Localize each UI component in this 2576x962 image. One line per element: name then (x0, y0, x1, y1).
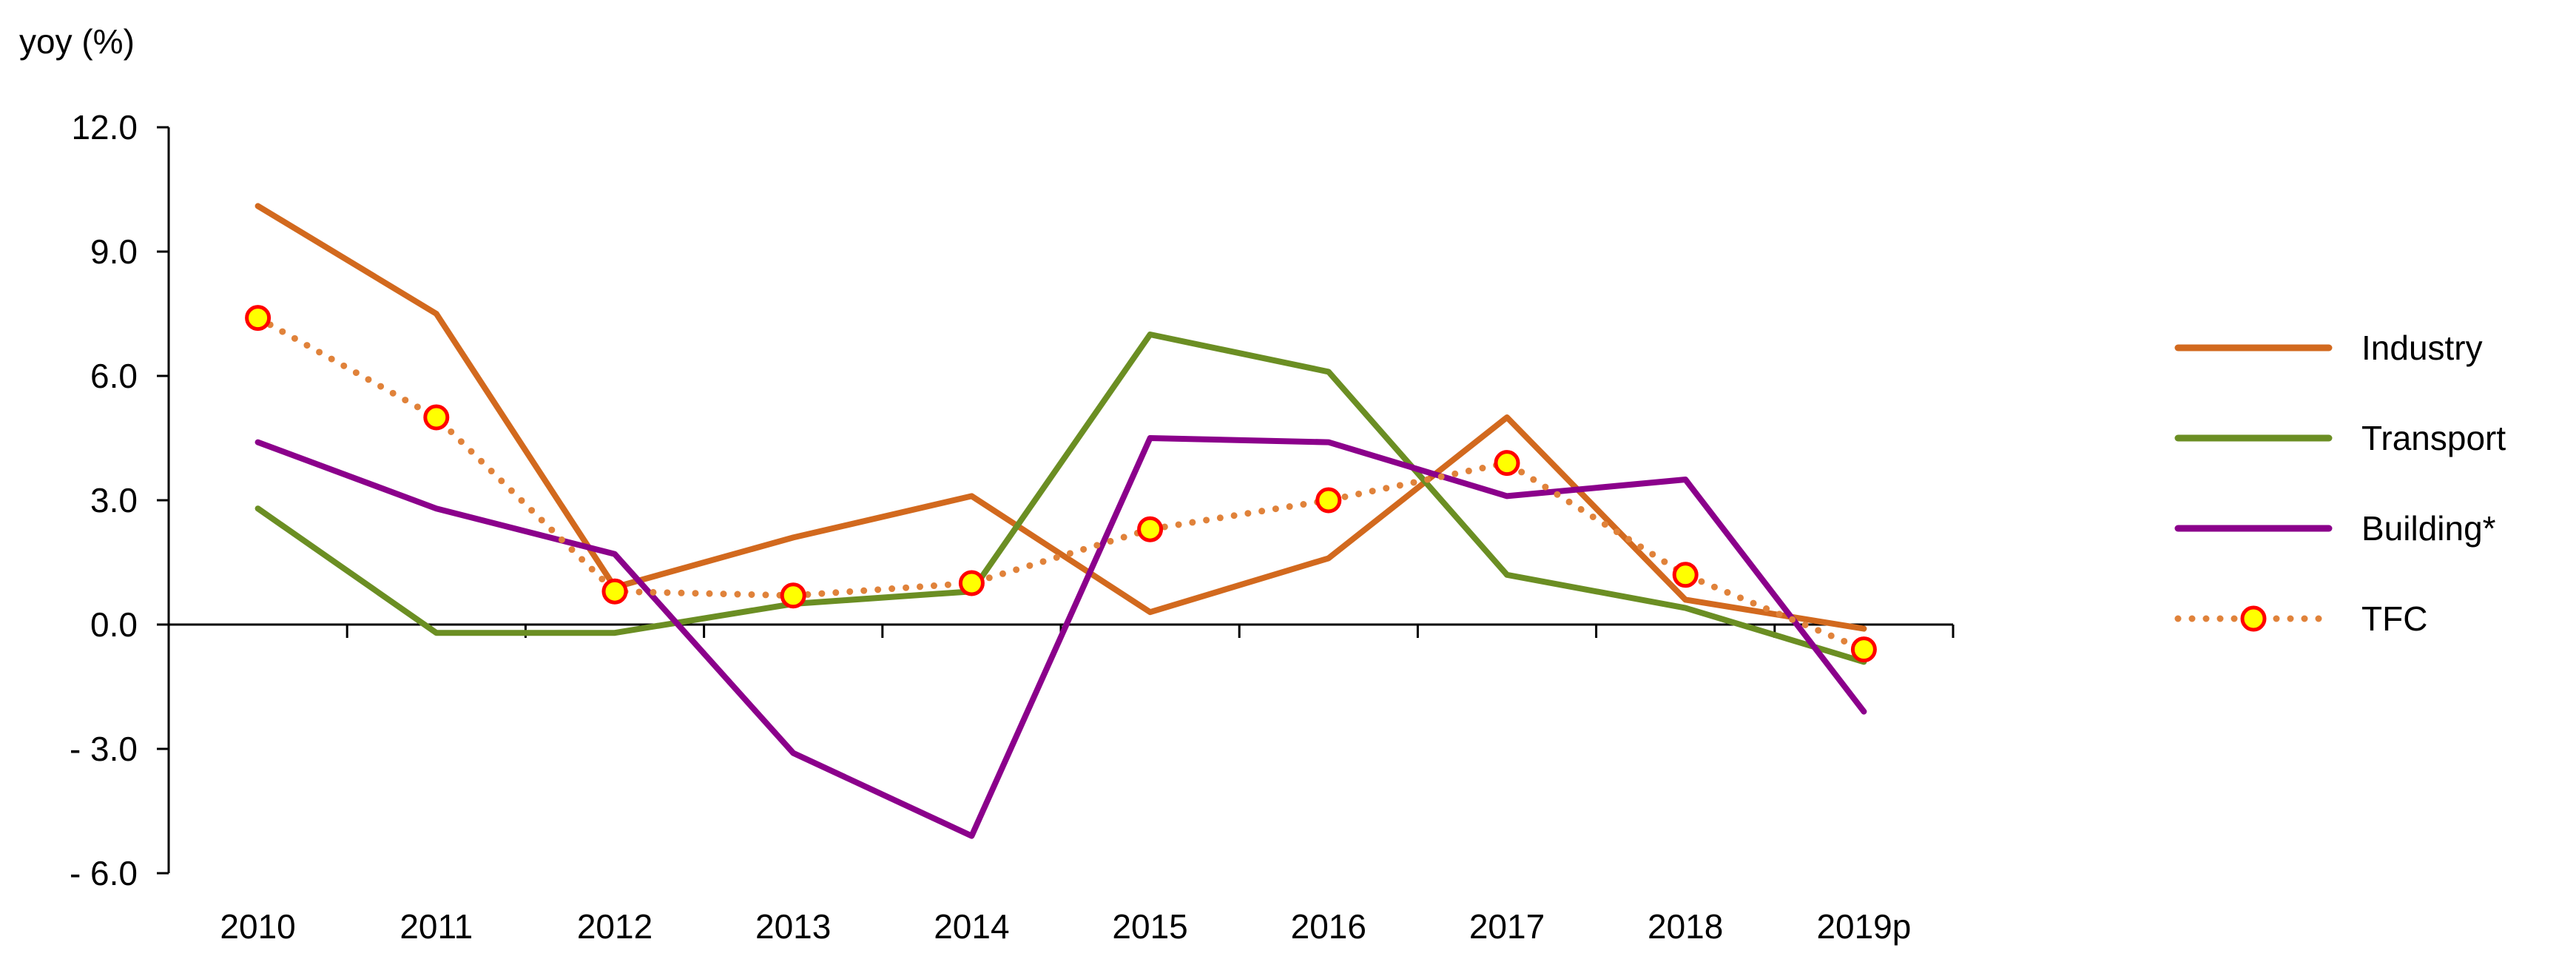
data-point (245, 305, 272, 332)
legend: Industry Transport Building* TFC (2174, 329, 2506, 638)
data-point (1137, 516, 1164, 542)
x-tick-label: 2014 (934, 907, 1009, 946)
x-tick-label: 2010 (220, 907, 295, 946)
x-tick-label: 2018 (1648, 907, 1723, 946)
data-point (1850, 636, 1877, 663)
series-line-industry (254, 203, 1867, 632)
data-point (423, 404, 450, 431)
axes (167, 127, 1953, 873)
x-tick-label: 2011 (399, 907, 473, 946)
series-line-transport (254, 332, 1867, 665)
y-tick-label: 12.0 (71, 108, 138, 147)
x-tick-label: 2012 (577, 907, 653, 946)
legend-label: TFC (2361, 599, 2427, 638)
x-tick-label: 2019p (1816, 907, 1911, 946)
markers-layer (245, 305, 1877, 663)
x-tick-label: 2015 (1112, 907, 1187, 946)
data-point (958, 570, 985, 596)
series-line-building (254, 435, 1867, 839)
legend-label: Industry (2361, 329, 2483, 367)
data-point (1315, 487, 1342, 514)
legend-label: Building* (2361, 509, 2496, 548)
x-tick-label: 2017 (1469, 907, 1545, 946)
x-tick-label: 2013 (755, 907, 831, 946)
y-tick-label: 9.0 (90, 232, 138, 271)
data-point (1672, 562, 1699, 588)
legend-label: Transport (2361, 419, 2506, 457)
data-point (780, 582, 806, 609)
x-ticks: 2010 2011 2012 2013 2014 2015 2016 2017 2018 2019… (220, 625, 1955, 946)
y-tick-label: 6.0 (90, 357, 138, 395)
legend-marker (2240, 605, 2267, 632)
y-tick-label: - 6.0 (70, 854, 138, 892)
y-axis-title: yoy (%) (19, 22, 135, 61)
data-point (1494, 450, 1520, 477)
data-point (601, 578, 628, 605)
x-tick-label: 2016 (1291, 907, 1366, 946)
y-ticks: 12.0 9.0 6.0 3.0 0.0 - 3.0 - 6.0 (70, 108, 169, 892)
y-tick-label: 0.0 (90, 605, 138, 644)
y-tick-label: - 3.0 (70, 730, 138, 768)
y-tick-label: 3.0 (90, 481, 138, 519)
series-layer (254, 203, 1867, 839)
